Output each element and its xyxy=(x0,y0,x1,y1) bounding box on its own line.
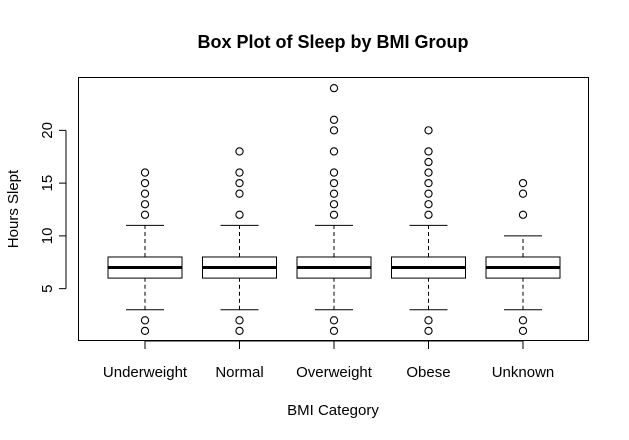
x-tick-label: Unknown xyxy=(492,364,555,381)
outlier-point xyxy=(140,316,150,325)
chart-title: Box Plot of Sleep by BMI Group xyxy=(197,32,468,52)
y-tick-label: 10 xyxy=(39,228,56,245)
outlier-point xyxy=(235,210,244,219)
outlier-point xyxy=(235,326,244,336)
outlier-point xyxy=(140,210,150,219)
outlier-point xyxy=(424,200,433,209)
outlier-point xyxy=(329,326,339,336)
outlier-point xyxy=(329,115,339,124)
outlier-point xyxy=(329,83,339,93)
outlier-point xyxy=(329,200,339,209)
y-tick-label: 15 xyxy=(39,175,56,192)
outlier-point xyxy=(140,178,150,188)
outlier-point xyxy=(329,147,339,156)
outlier-point xyxy=(424,157,433,167)
x-tick-label: Underweight xyxy=(103,364,188,381)
outlier-point xyxy=(424,147,433,156)
outlier-point xyxy=(518,326,528,336)
outlier-point xyxy=(424,168,433,177)
x-tick-label: Overweight xyxy=(296,364,373,381)
y-tick-label: 20 xyxy=(39,122,56,139)
x-tick-label: Obese xyxy=(406,364,450,381)
outlier-point xyxy=(329,189,339,198)
outlier-point xyxy=(329,178,339,188)
outlier-point xyxy=(518,178,528,188)
outlier-point xyxy=(329,210,339,219)
outlier-point xyxy=(235,189,244,198)
chart-marks: 5 10 15 20 Underweight Normal Overweight Obese U… xyxy=(39,83,561,381)
outlier-point xyxy=(424,326,433,336)
outlier-point xyxy=(235,316,244,325)
outlier-point xyxy=(329,168,339,177)
outlier-point xyxy=(424,210,433,219)
outlier-point xyxy=(235,147,244,156)
outlier-point xyxy=(140,200,150,209)
outlier-point xyxy=(518,316,528,325)
outlier-point xyxy=(424,189,433,198)
x-tick-label: Normal xyxy=(215,364,263,381)
outlier-point xyxy=(518,210,528,219)
outlier-point xyxy=(235,178,244,188)
outlier-point xyxy=(518,189,528,198)
outlier-point xyxy=(329,316,339,325)
outlier-point xyxy=(140,168,150,177)
outlier-point xyxy=(424,316,433,325)
outlier-point xyxy=(424,126,433,135)
y-tick-label: 5 xyxy=(39,284,56,292)
outlier-point xyxy=(424,178,433,188)
outlier-point xyxy=(235,168,244,177)
x-axis-label: BMI Category xyxy=(287,402,379,419)
outlier-point xyxy=(140,189,150,198)
y-axis-label: Hours Slept xyxy=(5,169,22,248)
outlier-point xyxy=(140,326,150,336)
outlier-point xyxy=(329,126,339,135)
